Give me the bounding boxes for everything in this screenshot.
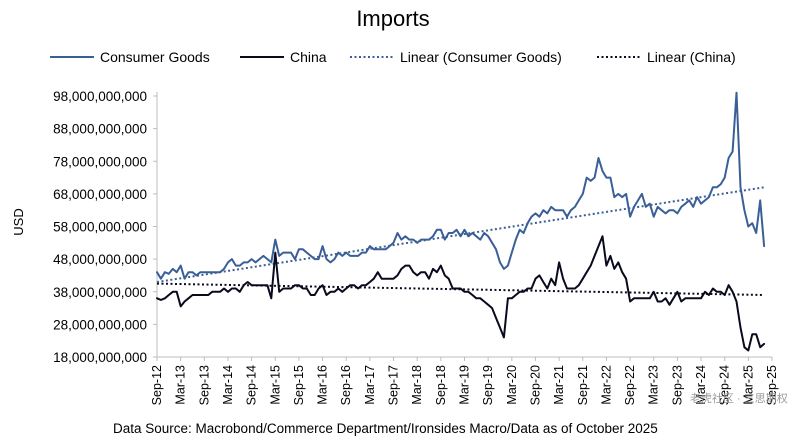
- x-tick-label: Sep-20: [528, 365, 542, 405]
- x-tick-label: Mar-25: [741, 365, 755, 405]
- y-axis: 98,000,000,000 88,000,000,000 78,000,000,0…: [53, 89, 157, 365]
- x-tick-label: Sep-19: [481, 365, 495, 405]
- x-axis: Sep-12 Mar-13 Sep-13 Mar-14 Sep-14 Mar-15 Sep-…: [150, 357, 779, 405]
- x-tick-label: Mar-17: [363, 365, 377, 405]
- x-tick-label: Sep-18: [434, 365, 448, 405]
- y-tick-label: 88,000,000,000: [53, 122, 147, 137]
- x-tick-label: Mar-15: [268, 365, 282, 405]
- y-tick-label: 38,000,000,000: [53, 285, 147, 300]
- legend-label-linear-china: Linear (China): [647, 49, 736, 65]
- y-tick-label: 78,000,000,000: [53, 154, 147, 169]
- x-tick-label: Sep-21: [576, 365, 590, 405]
- x-tick-label: Sep-15: [292, 365, 306, 405]
- x-tick-label: Sep-12: [150, 365, 164, 405]
- legend: Consumer Goods China Linear (Consumer Good…: [50, 49, 736, 65]
- x-tick-label: Mar-14: [221, 365, 235, 405]
- series-line-consumer-goods: [156, 91, 766, 280]
- x-tick-label: Mar-22: [599, 365, 613, 405]
- y-tick-label: 68,000,000,000: [53, 187, 147, 202]
- source-note: Data Source: Macrobond/Commerce Departme…: [113, 421, 658, 436]
- x-tick-label: Mar-16: [316, 365, 330, 405]
- watermark: 老虎社区 · 三思期权: [690, 391, 788, 405]
- x-tick-label: Mar-13: [174, 365, 188, 405]
- y-tick-label: 98,000,000,000: [53, 89, 147, 104]
- series-line-china: [156, 235, 766, 352]
- x-tick-label: Sep-23: [670, 365, 684, 405]
- x-tick-label: Mar-19: [458, 365, 472, 405]
- x-tick-label: Sep-16: [339, 365, 353, 405]
- chart-title: Imports: [356, 6, 429, 31]
- x-tick-label: Sep-25: [765, 365, 779, 405]
- x-tick-label: Mar-24: [694, 365, 708, 405]
- y-tick-label: 18,000,000,000: [53, 350, 147, 365]
- y-axis-label: USD: [11, 208, 26, 235]
- legend-label-linear-consumer-goods: Linear (Consumer Goods): [400, 49, 562, 65]
- x-tick-label: Sep-14: [245, 365, 259, 405]
- x-tick-label: Mar-21: [552, 365, 566, 405]
- legend-label-china: China: [290, 49, 327, 65]
- x-tick-label: Mar-20: [505, 365, 519, 405]
- x-tick-label: Mar-18: [410, 365, 424, 405]
- x-tick-label: Mar-23: [647, 365, 661, 405]
- y-tick-label: 58,000,000,000: [53, 220, 147, 235]
- y-tick-label: 48,000,000,000: [53, 252, 147, 267]
- x-tick-label: Sep-24: [718, 365, 732, 405]
- x-tick-label: Sep-13: [197, 365, 211, 405]
- y-tick-label: 28,000,000,000: [53, 317, 147, 332]
- legend-label-consumer-goods: Consumer Goods: [100, 49, 210, 65]
- plot-area: [156, 91, 772, 358]
- x-tick-label: Sep-22: [623, 365, 637, 405]
- x-tick-label: Sep-17: [387, 365, 401, 405]
